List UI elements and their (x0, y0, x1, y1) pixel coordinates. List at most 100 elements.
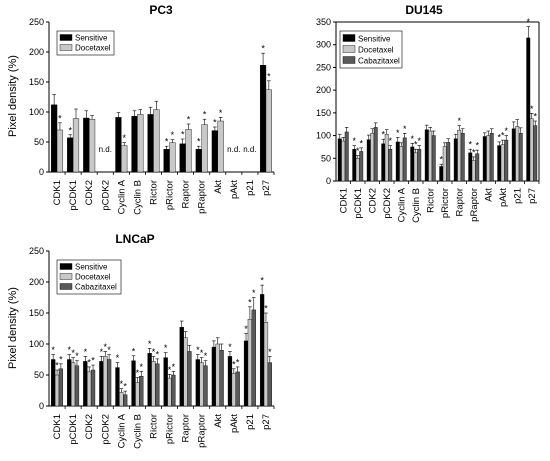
bar-docetaxel-rictor (428, 130, 433, 182)
bar-sensitive-p21 (243, 340, 249, 407)
x-tick-label-akt: Akt (213, 414, 224, 428)
significance-star: * (268, 347, 272, 357)
bar-cabazitaxel-cdk1 (344, 131, 349, 182)
bar-cabazitaxel-akt (219, 350, 224, 407)
significance-star: * (244, 324, 248, 334)
bar-docetaxel-akt (215, 343, 220, 407)
x-tick-label-praptor: pRaptor (469, 188, 480, 222)
bar-docetaxel-akt (217, 120, 224, 173)
bar-docetaxel-pcdk2 (103, 356, 108, 407)
x-tick-label-pcdk2: pCDK2 (382, 188, 393, 219)
legend-label-sensitive: Sensitive (358, 35, 391, 44)
significance-star: * (203, 110, 207, 120)
x-tick-label-raptor: Raptor (454, 188, 465, 217)
chart-title: LNCaP (115, 232, 154, 246)
bar-docetaxel-pcdk1 (355, 158, 360, 182)
significance-star: * (252, 288, 256, 298)
significance-star: * (132, 346, 136, 356)
x-tick-label-rictor: Rictor (148, 414, 159, 439)
y-tick-label: 50 (34, 370, 44, 380)
x-tick-label-rictor: Rictor (425, 188, 436, 213)
y-tick-label: 0 (39, 167, 44, 177)
bar-cabazitaxel-pcdk2 (106, 359, 112, 407)
bar-docetaxel-p27 (263, 322, 269, 407)
y-tick-label: 100 (29, 339, 44, 349)
significance-star: * (353, 136, 357, 146)
bar-docetaxel-raptor (185, 129, 192, 173)
bar-docetaxel-cdk1 (56, 129, 64, 173)
y-tick-label: 250 (316, 62, 331, 72)
x-tick-label-p27: p27 (261, 414, 272, 430)
x-tick-label-cyclin-a: Cyclin A (116, 179, 127, 214)
bar-sensitive-cyclin-b (410, 146, 415, 182)
bar-docetaxel-p27 (265, 89, 272, 173)
significance-star: * (172, 362, 176, 372)
bar-sensitive-prictor (163, 148, 170, 173)
bar-sensitive-akt (211, 346, 217, 407)
bar-sensitive-cdk2 (83, 361, 88, 407)
x-tick-label-pcdk2: pCDK2 (100, 414, 111, 445)
x-tick-label-prictor: pRictor (165, 180, 176, 210)
bar-docetaxel-cdk1 (54, 374, 60, 407)
bar-sensitive-rictor (147, 353, 152, 407)
bar-sensitive-akt (211, 130, 218, 173)
bar-docetaxel-praptor (201, 124, 208, 173)
legend-swatch-sensitive (59, 34, 73, 41)
chart-title: DU145 (405, 3, 443, 17)
significance-star: * (171, 130, 175, 140)
bar-cabazitaxel-p27 (533, 125, 538, 182)
x-tick-label-p21: p21 (245, 180, 256, 196)
bar-cabazitaxel-rictor (431, 135, 436, 182)
x-tick-label-raptor: Raptor (181, 414, 192, 443)
bar-cabazitaxel-raptor (187, 351, 192, 407)
y-tick-label: 150 (29, 308, 44, 318)
bar-sensitive-rictor (424, 129, 429, 182)
bar-cabazitaxel-cyclin-a (123, 394, 128, 407)
bar-cabazitaxel-p21 (251, 309, 256, 407)
bar-sensitive-cyclin-a (395, 141, 400, 182)
significance-star: * (139, 362, 143, 372)
significance-star: * (152, 347, 156, 357)
bar-docetaxel-akt (486, 135, 491, 182)
significance-star: * (267, 71, 271, 81)
significance-star: * (204, 351, 208, 361)
bar-docetaxel-raptor (457, 129, 462, 182)
bar-docetaxel-prictor (169, 142, 176, 173)
bar-docetaxel-cyclin-b (413, 152, 418, 182)
significance-star: * (236, 357, 240, 367)
bar-sensitive-pcdk1 (67, 137, 74, 173)
significance-star: * (107, 345, 111, 355)
significance-star: * (200, 348, 204, 358)
significance-star: * (417, 136, 421, 146)
legend-label-cabazitaxel: Cabazitaxel (358, 57, 400, 66)
bar-docetaxel-p21 (247, 319, 253, 407)
legend-swatch-docetaxel (342, 45, 356, 53)
bar-cabazitaxel-cdk2 (373, 127, 378, 182)
significance-star: * (196, 345, 200, 355)
legend-label-docetaxel: Docetaxel (358, 46, 394, 55)
significance-star: * (356, 146, 360, 156)
significance-star: * (123, 382, 127, 392)
bar-cabazitaxel-pcdk1 (359, 151, 364, 182)
bar-sensitive-praptor (195, 359, 200, 407)
significance-star: * (248, 297, 252, 307)
significance-star: * (504, 126, 508, 136)
bar-cabazitaxel-cdk2 (90, 369, 96, 407)
bar-cabazitaxel-pcdk2 (388, 148, 393, 182)
bar-docetaxel-cyclin-a (121, 145, 128, 173)
significance-star: * (164, 343, 168, 353)
significance-star: * (51, 345, 55, 355)
y-tick-label: 200 (29, 47, 44, 57)
legend-swatch-cabazitaxel (59, 283, 73, 290)
bar-docetaxel-prictor (167, 377, 172, 407)
bar-sensitive-cyclin-a (115, 117, 122, 173)
bar-docetaxel-pcdk1 (70, 362, 76, 407)
y-axis-label: Pixel density (%) (7, 287, 19, 369)
x-tick-label-cyclin-a: Cyclin A (116, 413, 127, 448)
legend-swatch-sensitive (342, 34, 356, 42)
bar-sensitive-p21 (511, 128, 516, 182)
bar-docetaxel-rictor (151, 361, 156, 407)
x-tick-label-pcdk1: pCDK1 (68, 180, 79, 211)
bar-docetaxel-cyclin-a (399, 146, 404, 182)
